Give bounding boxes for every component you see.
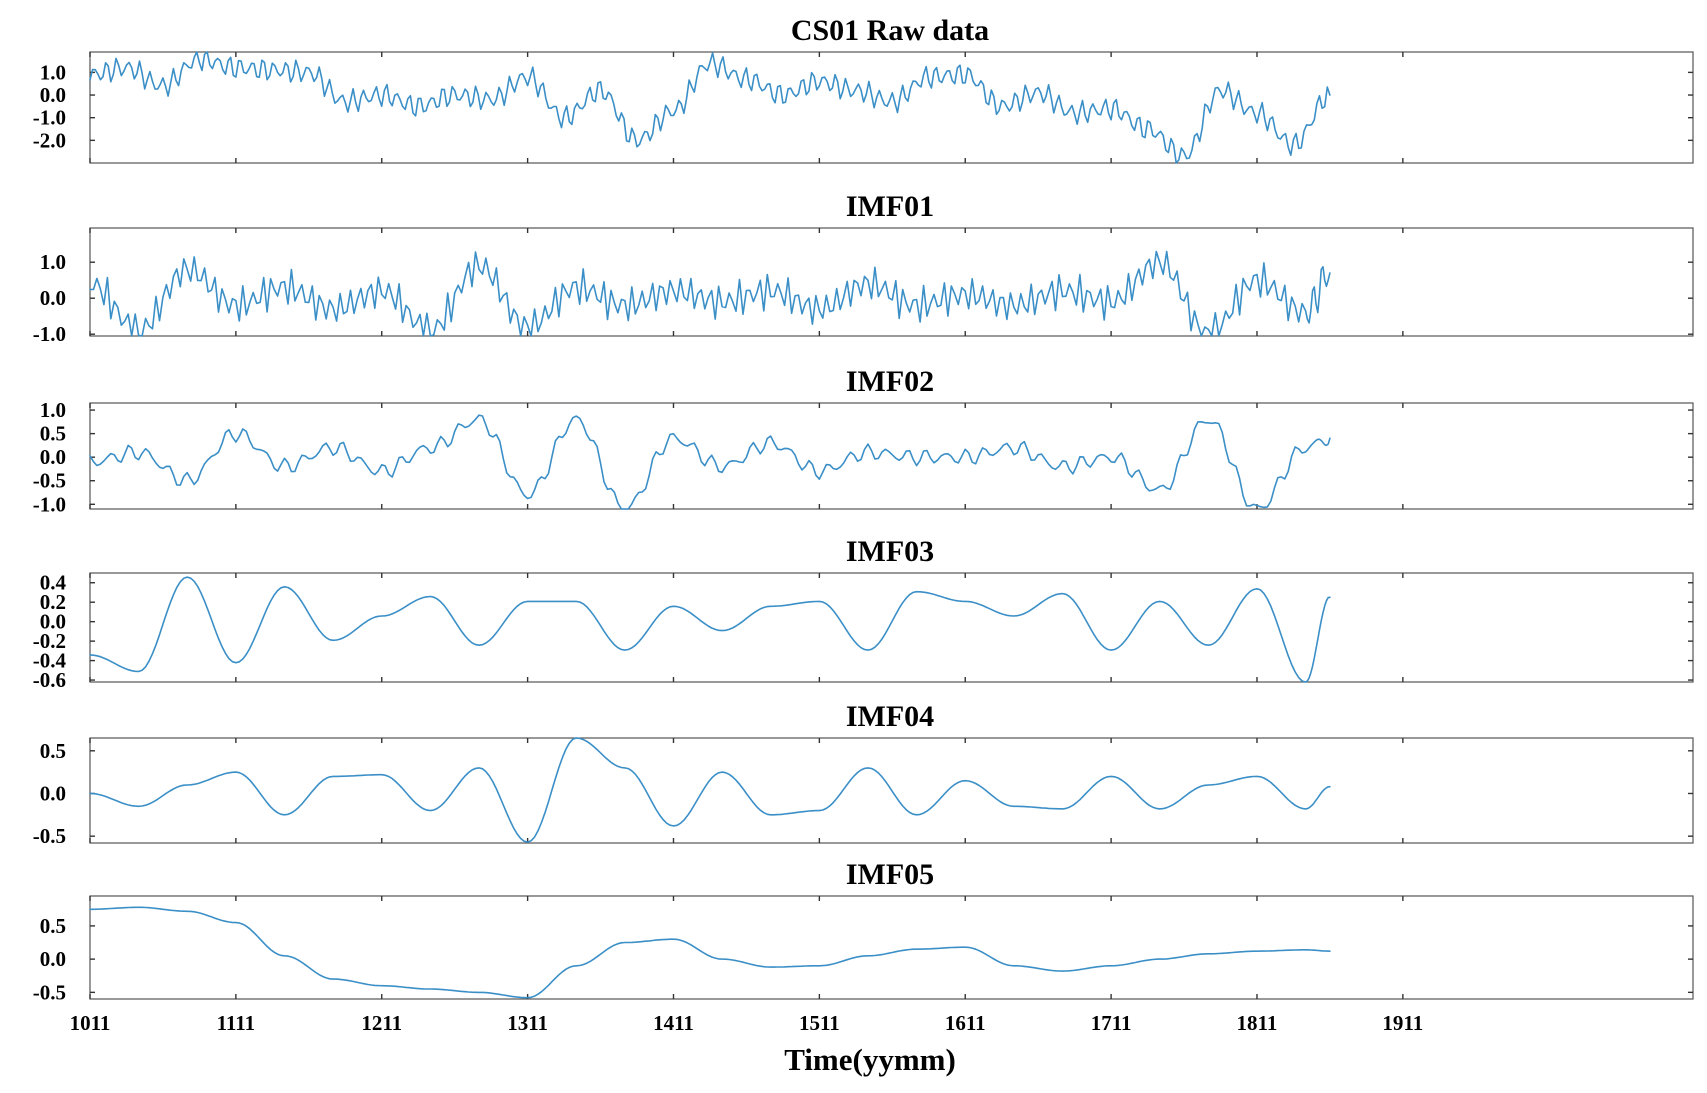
x-tick-label: 1011: [70, 1011, 111, 1035]
plot-frame: [89, 895, 1694, 1000]
series-line: [89, 737, 1331, 843]
y-tick-label: 1.0: [40, 250, 66, 274]
panel-title: IMF04: [846, 700, 934, 733]
y-tick-label: -0.6: [33, 668, 66, 692]
x-axis-label: Time(yymm): [784, 1042, 956, 1077]
x-tick-label: 1911: [1382, 1011, 1423, 1035]
x-tick-label: 1311: [507, 1011, 548, 1035]
y-tick-label: -0.4: [33, 649, 67, 673]
y-tick-label: 0.5: [40, 914, 66, 938]
panel-title: IMF03: [846, 535, 934, 568]
x-tick-label: 1211: [361, 1011, 402, 1035]
y-tick-label: -1.0: [33, 492, 66, 516]
y-tick-label: 0.5: [40, 422, 66, 446]
panel-3: IMF02 1.00.50.0-0.5-1.0: [33, 365, 1694, 516]
panel-title: IMF05: [846, 858, 934, 891]
x-tick-label: 1711: [1091, 1011, 1132, 1035]
y-tick-label: 0.2: [40, 590, 66, 614]
series-line: [89, 414, 1331, 510]
y-tick-label: 0.0: [40, 947, 66, 971]
series-line: [89, 576, 1331, 683]
y-tick-label: -1.0: [33, 322, 66, 346]
panel-title: IMF02: [846, 365, 934, 398]
y-tick-label: -0.2: [33, 629, 66, 653]
shared-x-axis: 1011 1111 1211 1311 1411 1511 1611 1711 1811 1911: [70, 1011, 1424, 1035]
y-tick-label: 0.0: [40, 781, 66, 805]
panel-6: IMF05 0.5 0.0 -0.5: [33, 858, 1694, 1004]
x-tick-label: 1111: [217, 1011, 256, 1035]
y-tick-label: 0.0: [40, 445, 66, 469]
y-tick-label: 0.5: [40, 739, 66, 763]
series-line: [89, 906, 1331, 999]
y-tick-label: -0.5: [33, 980, 66, 1004]
panel-4: IMF03 0.40.20.0-0.2-0.4-0.6: [33, 535, 1694, 692]
series-line: [89, 250, 1331, 337]
panel-5: IMF04 0.5 0.0 -0.5: [33, 700, 1694, 848]
y-tick-label: 1.0: [40, 60, 66, 84]
plot-frame: [89, 737, 1694, 844]
y-tick-label: 0.0: [40, 83, 66, 107]
x-tick-label: 1611: [945, 1011, 986, 1035]
x-tick-label: 1511: [799, 1011, 840, 1035]
plot-frame: [89, 572, 1694, 683]
plot-frame: [89, 227, 1694, 337]
plot-frame: [89, 402, 1694, 510]
y-tick-label: -0.5: [33, 469, 66, 493]
panel-title: CS01 Raw data: [791, 14, 989, 47]
y-tick-label: 0.0: [40, 610, 66, 634]
y-tick-label: -0.5: [33, 824, 66, 848]
panel-1: CS01 Raw data 1.00.0-1.0-2.0: [33, 14, 1694, 164]
panel-title: IMF01: [846, 190, 934, 223]
x-tick-label: 1411: [653, 1011, 694, 1035]
y-tick-label: -2.0: [33, 128, 66, 152]
panel-2: IMF01 1.0 0.0 -1.0: [33, 190, 1694, 346]
y-tick-label: 0.0: [40, 286, 66, 310]
x-tick-label: 1811: [1237, 1011, 1278, 1035]
plot-frame: [89, 51, 1694, 164]
series-line: [89, 51, 1331, 164]
y-tick-label: -1.0: [33, 106, 66, 130]
y-tick-label: 1.0: [40, 398, 66, 422]
y-tick-label: 0.4: [40, 571, 67, 595]
